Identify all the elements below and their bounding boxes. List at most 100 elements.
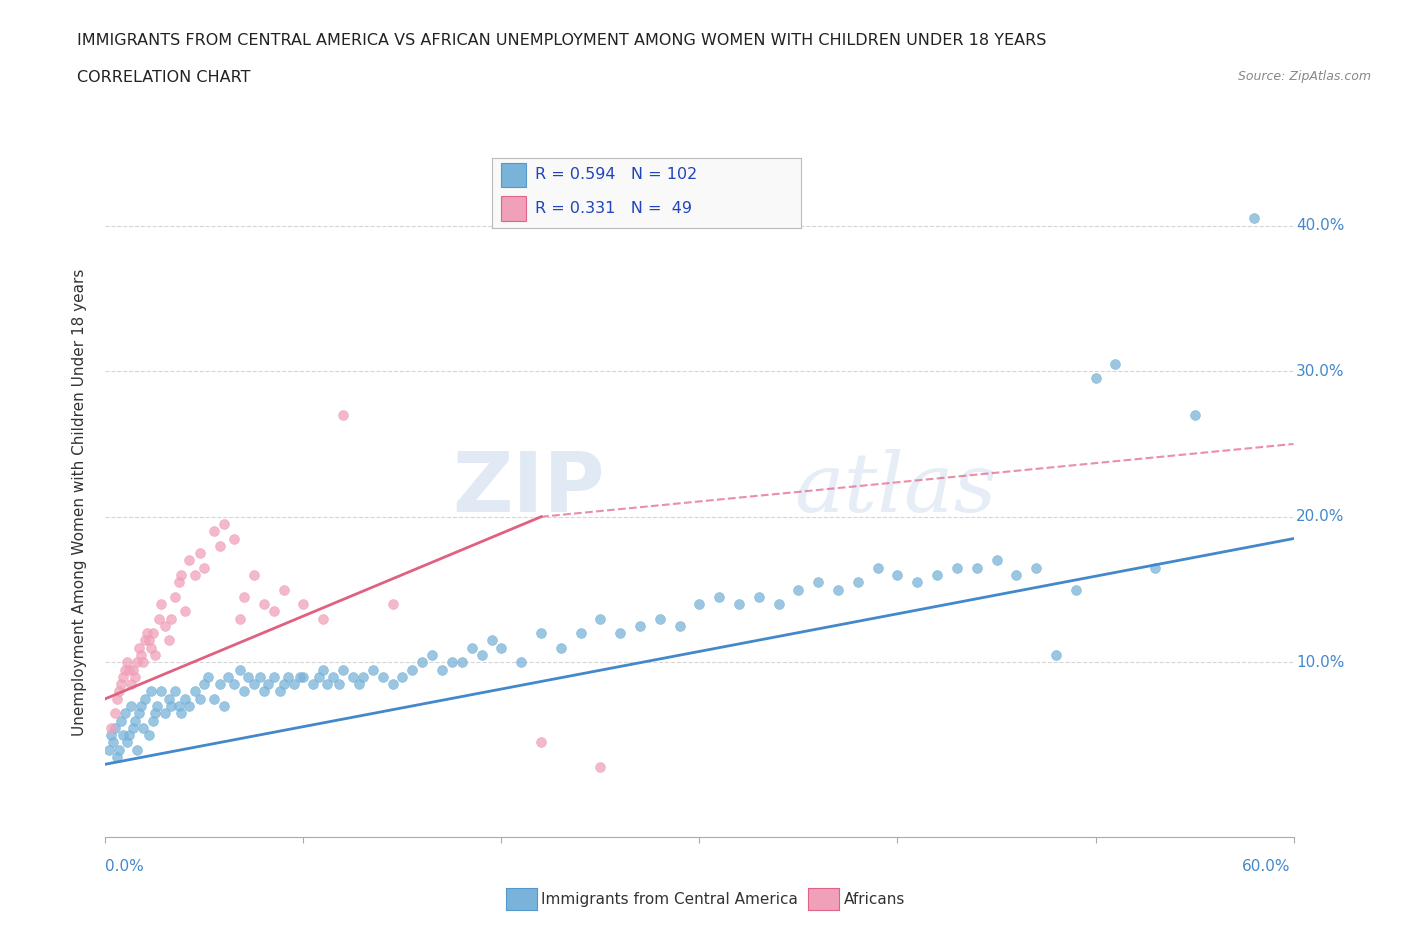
Point — [157, 691, 180, 706]
Point — [224, 677, 246, 692]
Point — [332, 662, 354, 677]
Point — [104, 721, 127, 736]
Point — [110, 713, 132, 728]
Point — [946, 560, 969, 575]
Point — [342, 670, 364, 684]
Point — [846, 575, 869, 590]
Point — [589, 760, 612, 775]
Point — [273, 582, 295, 597]
Point — [112, 670, 135, 684]
Point — [120, 677, 142, 692]
Point — [170, 706, 193, 721]
Point — [148, 611, 170, 626]
Point — [1143, 560, 1166, 575]
Point — [217, 670, 239, 684]
Point — [122, 721, 145, 736]
Point — [269, 684, 291, 698]
Point — [118, 662, 141, 677]
Point — [589, 611, 612, 626]
Point — [143, 647, 166, 662]
Point — [167, 575, 190, 590]
Point — [1064, 582, 1087, 597]
Point — [236, 670, 259, 684]
Point — [134, 633, 156, 648]
Point — [157, 633, 180, 648]
Point — [491, 641, 513, 656]
Point — [440, 655, 463, 670]
Point — [98, 742, 121, 757]
Point — [146, 698, 169, 713]
Point — [132, 655, 155, 670]
Point — [256, 677, 278, 692]
Point — [115, 735, 138, 750]
Point — [129, 647, 152, 662]
Point — [167, 698, 190, 713]
Point — [709, 590, 731, 604]
Point — [159, 698, 181, 713]
Point — [866, 560, 889, 575]
Point — [986, 553, 1008, 568]
Point — [124, 670, 146, 684]
Point — [609, 626, 631, 641]
Point — [134, 691, 156, 706]
Point — [197, 670, 219, 684]
Point — [149, 684, 172, 698]
Point — [288, 670, 311, 684]
Point — [193, 560, 215, 575]
Y-axis label: Unemployment Among Women with Children Under 18 years: Unemployment Among Women with Children U… — [72, 269, 87, 736]
Point — [925, 567, 948, 582]
Point — [129, 698, 152, 713]
Point — [233, 684, 256, 698]
Point — [193, 677, 215, 692]
Point — [120, 698, 142, 713]
Text: Africans: Africans — [844, 892, 905, 907]
Point — [105, 750, 128, 764]
Point — [177, 698, 200, 713]
Text: 10.0%: 10.0% — [1296, 655, 1344, 670]
Point — [1184, 407, 1206, 422]
Point — [322, 670, 344, 684]
Point — [277, 670, 299, 684]
Point — [103, 735, 125, 750]
Point — [108, 684, 131, 698]
Point — [1084, 371, 1107, 386]
Point — [100, 721, 122, 736]
Point — [328, 677, 350, 692]
Point — [229, 662, 252, 677]
Point — [149, 597, 172, 612]
Point — [122, 662, 145, 677]
Text: 20.0%: 20.0% — [1296, 510, 1344, 525]
Point — [530, 735, 553, 750]
Point — [420, 647, 443, 662]
Point — [159, 611, 181, 626]
Point — [138, 633, 160, 648]
Point — [302, 677, 325, 692]
Point — [127, 742, 149, 757]
Point — [153, 706, 176, 721]
Text: 40.0%: 40.0% — [1296, 219, 1344, 233]
Point — [190, 691, 212, 706]
Point — [905, 575, 928, 590]
Point — [224, 531, 246, 546]
Text: 60.0%: 60.0% — [1243, 859, 1291, 874]
Point — [142, 713, 165, 728]
Point — [263, 604, 285, 618]
Point — [381, 677, 404, 692]
Point — [143, 706, 166, 721]
Point — [108, 742, 131, 757]
Point — [173, 604, 195, 618]
Point — [728, 597, 751, 612]
Point — [115, 655, 138, 670]
Point — [190, 546, 212, 561]
Point — [104, 706, 127, 721]
Point — [1243, 211, 1265, 226]
Point — [139, 641, 162, 656]
Point — [787, 582, 810, 597]
Point — [214, 698, 236, 713]
Point — [177, 553, 200, 568]
Point — [202, 524, 225, 538]
Point — [233, 590, 256, 604]
Point — [1045, 647, 1067, 662]
Point — [127, 655, 149, 670]
Point — [136, 626, 159, 641]
